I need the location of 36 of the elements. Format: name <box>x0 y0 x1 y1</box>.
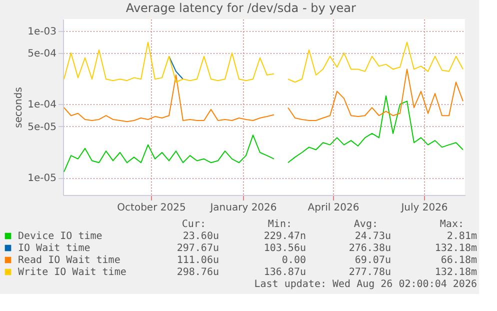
text: Avg: <box>354 219 378 230</box>
text: 24.73u <box>354 231 391 242</box>
text: 69.07u <box>354 255 391 266</box>
text: Last update: Wed Aug 26 02:00:04 2026 <box>254 279 477 290</box>
x-tick-label: October 2025 <box>117 202 186 214</box>
text: 277.78u <box>348 267 391 278</box>
y-tick-label: 5e-04 <box>28 48 56 60</box>
y-tick-label: 5e-05 <box>28 122 56 133</box>
text: 297.67u <box>176 243 219 254</box>
x-tick-label: April 2026 <box>308 202 360 214</box>
y-tick-label: 1e-05 <box>28 173 56 184</box>
x-tick-label: January 2026 <box>209 202 277 214</box>
text: 103.56u <box>264 243 306 254</box>
text: 0.00 <box>282 255 306 266</box>
text: 2.81m <box>446 231 477 242</box>
text: 66.18m <box>440 255 477 266</box>
text: Max: <box>440 219 464 230</box>
text: 132.18m <box>434 267 477 278</box>
text: 276.38u <box>348 243 391 254</box>
text: 111.06u <box>176 255 219 266</box>
y-tick-label: 1e-03 <box>28 26 56 38</box>
text: 23.60u <box>182 231 219 242</box>
legend-label: Read IO Wait time <box>18 255 120 266</box>
legend-label: Device IO time <box>18 231 102 242</box>
text: Min: <box>268 219 292 230</box>
legend-label: IO Wait time <box>18 243 90 254</box>
y-axis-title: seconds <box>14 87 25 128</box>
text: 298.76u <box>176 267 219 278</box>
text: 229.47n <box>264 231 306 242</box>
text: Cur: <box>182 219 206 230</box>
text: 136.87u <box>264 267 306 278</box>
chart-title: Average latency for /dev/sda - by year <box>126 1 356 15</box>
x-tick-label: July 2026 <box>400 202 448 214</box>
legend-label: Write IO Wait time <box>18 267 126 278</box>
text: 132.18m <box>434 243 477 254</box>
y-tick-label: 1e-04 <box>28 100 56 111</box>
